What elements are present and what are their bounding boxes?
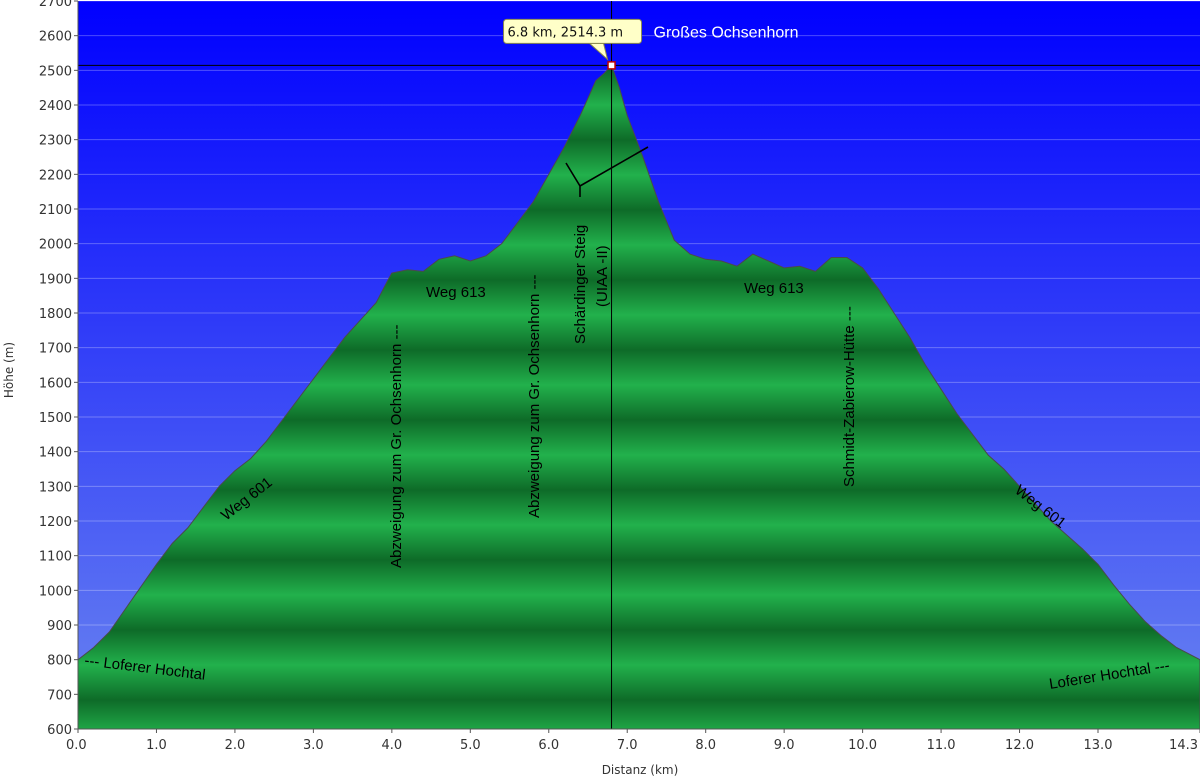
annotation-weg-613-left: Weg 613 [426,284,486,301]
tooltip-text: 6.8 km, 2514.3 m [508,25,624,40]
y-tick-label: 2600 [39,30,72,45]
x-tick-label: 9.0 [774,738,795,753]
x-tick-label: 5.0 [460,738,481,753]
x-tick-label: 7.0 [617,738,638,753]
y-tick-label: 900 [47,619,72,634]
x-tick-label: 0.0 [66,738,87,753]
schaerdinger-steig-pointer [565,146,649,197]
peak-point-marker[interactable] [607,61,616,70]
y-tick-label: 1500 [39,411,72,426]
y-tick-label: 2700 [39,0,72,10]
x-tick-label: 14.3 [1169,738,1198,753]
y-tick-label: 1000 [39,584,72,599]
y-tick-label: 2300 [39,134,72,149]
x-tick-label: 10.0 [848,738,877,753]
tooltip-box [503,18,643,44]
y-tick-label: 800 [47,654,72,669]
annotation-uiaa: (UIAA -II) [594,245,611,307]
annotation-weg-613-right: Weg 613 [744,280,804,297]
peak-label: Großes Ochsenhorn [654,24,799,41]
annotation-schaerdinger-steig: Schärdinger Steig [572,225,589,344]
y-tick-label: 1800 [39,307,72,322]
y-tick-label: 1600 [39,376,72,391]
y-tick-label: 2200 [39,168,72,183]
elevation-area [78,64,1200,729]
x-tick-label: 2.0 [225,738,246,753]
y-tick-label: 2400 [39,99,72,114]
x-axis-title: Distanz (km) [602,763,679,777]
y-tick-label: 700 [47,688,72,703]
annotation-abzweigung-1: Abzweigung zum Gr. Ochsenhorn --- [388,325,405,568]
y-axis-title: Höhe (m) [2,342,16,398]
y-tick-label: 600 [47,723,72,738]
y-tick-label: 1400 [39,446,72,461]
peak-marker-group: 6.8 km, 2514.3 m Großes Ochsenhorn [78,1,1200,729]
y-tick-label: 1700 [39,342,72,357]
x-tick-label: 3.0 [303,738,324,753]
x-tick-label: 4.0 [382,738,403,753]
y-tick-label: 1200 [39,515,72,530]
x-tick-label: 6.0 [538,738,559,753]
y-tick-label: 1900 [39,272,72,287]
x-tick-label: 12.0 [1005,738,1034,753]
y-tick-label: 2100 [39,203,72,218]
y-tick-label: 1300 [39,480,72,495]
annotation-schmidt-zabierow: Schmidt-Zabierow-Hütte --- [841,306,858,487]
y-tick-label: 2500 [39,64,72,79]
annotation-abzweigung-2: Abzweigung zum Gr. Ochsenhorn --- [526,275,543,518]
y-tick-label: 2000 [39,238,72,253]
x-tick-label: 8.0 [695,738,716,753]
x-tick-label: 11.0 [927,738,956,753]
y-tick-label: 1100 [39,550,72,565]
x-tick-label: 13.0 [1084,738,1113,753]
x-tick-label: 1.0 [146,738,167,753]
